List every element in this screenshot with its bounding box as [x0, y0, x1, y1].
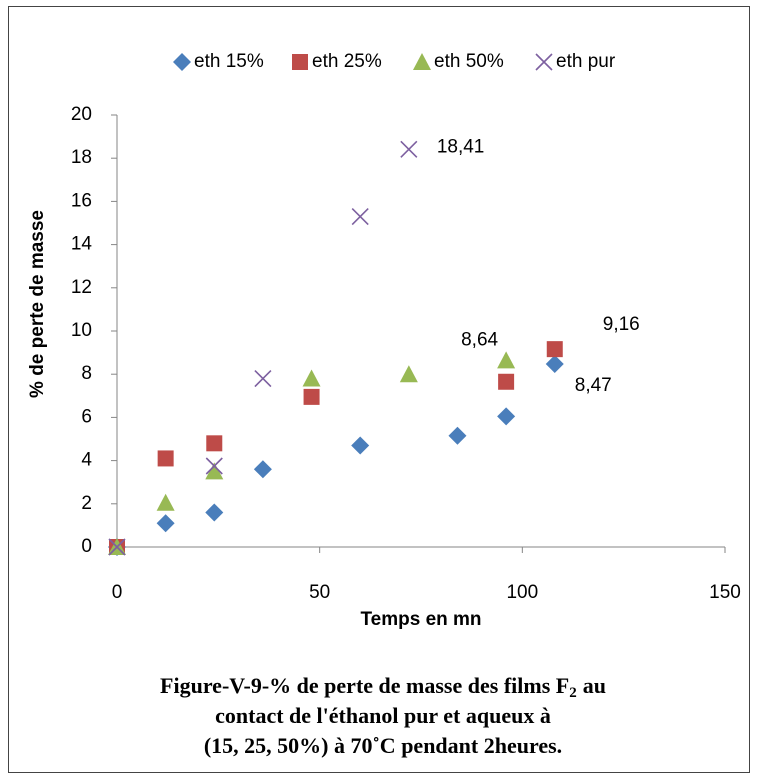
point: [302, 369, 321, 387]
y-tick-label: 20: [71, 104, 92, 125]
point: [108, 538, 126, 556]
legend-label: eth pur: [556, 51, 616, 72]
y-tick-label: 8: [81, 363, 92, 384]
y-tick-label: 6: [81, 406, 92, 427]
y-tick-label: 4: [81, 450, 92, 471]
legend-label: eth 15%: [194, 51, 264, 72]
point: [351, 436, 370, 455]
x-tick-label: 100: [506, 582, 538, 603]
y-tick-label: 10: [71, 320, 92, 341]
legend-marker: [173, 53, 191, 71]
caption-text: au: [583, 673, 606, 698]
point: [156, 514, 175, 533]
y-tick-label: 12: [71, 277, 92, 298]
y-tick-label: 18: [71, 147, 92, 168]
y-tick-label: 2: [81, 493, 92, 514]
caption-line: Figure-V-9-% de perte de masse des films…: [160, 673, 606, 701]
point: [497, 407, 516, 426]
data-label: 8,47: [575, 375, 612, 396]
caption-line: (15, 25, 50%) à 70˚C pendant 2heures.: [204, 733, 562, 758]
legend-marker: [535, 53, 553, 71]
data-label: 8,64: [461, 329, 498, 350]
x-tick-label: 0: [112, 582, 123, 603]
point: [156, 493, 175, 511]
point: [254, 369, 272, 388]
y-tick-label: 16: [71, 190, 92, 211]
point: [498, 373, 515, 390]
caption-text: Figure-V-9-% de perte de masse des films…: [160, 673, 569, 698]
point: [545, 355, 564, 374]
legend-marker: [413, 53, 431, 70]
point: [448, 426, 467, 445]
y-tick-label: 14: [71, 234, 93, 255]
data-label: 18,41: [437, 136, 485, 157]
x-tick-label: 150: [709, 582, 741, 603]
x-axis-label: Temps en mn: [360, 609, 481, 630]
point: [253, 460, 272, 479]
x-tick-label: 50: [309, 582, 330, 603]
legend-marker: [292, 54, 308, 70]
legend-label: eth 25%: [312, 51, 382, 72]
point: [351, 207, 369, 226]
point: [206, 435, 223, 452]
y-axis-label: % de perte de masse: [27, 210, 48, 398]
frame: [8, 6, 750, 773]
point: [497, 351, 516, 369]
caption-line: contact de l'éthanol pur et aqueux à: [215, 703, 551, 728]
point: [303, 388, 320, 405]
point: [205, 462, 224, 480]
point: [399, 365, 418, 383]
point: [546, 341, 563, 358]
caption-subscript: 2: [569, 685, 577, 701]
data-label: 9,16: [603, 314, 640, 335]
point: [205, 457, 223, 475]
y-tick-label: 0: [81, 536, 92, 557]
point: [205, 503, 224, 522]
point: [157, 450, 174, 467]
point: [400, 140, 418, 158]
legend-label: eth 50%: [434, 51, 504, 72]
